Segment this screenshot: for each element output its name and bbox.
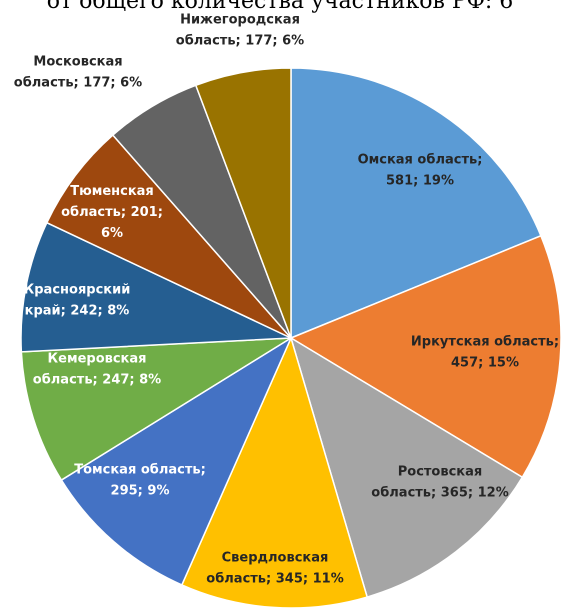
data-label-line: область; 247; 8%	[33, 373, 161, 388]
data-label-line: Московская	[33, 55, 122, 70]
data-label-line: 295; 9%	[111, 484, 170, 499]
pie-slice	[290, 67, 542, 340]
data-label-line: область; 345; 11%	[206, 572, 343, 587]
pie-slice	[20, 337, 292, 482]
data-label-line: Тюменская	[70, 184, 154, 199]
data-label-line: Красноярский	[24, 283, 131, 298]
data-label-line: область; 365; 12%	[371, 486, 508, 501]
pie-slice	[194, 67, 292, 339]
data-label-line: Кемеровская	[48, 352, 147, 367]
pie-slice	[20, 221, 292, 353]
data-label: Тюменская область; 201; 6%	[61, 184, 163, 241]
pie-slice	[45, 134, 292, 339]
data-label-line: Нижегородская	[180, 13, 300, 28]
data-label-line: 457; 15%	[451, 356, 519, 371]
data-label: Нижегородская область; 177; 6%	[176, 13, 304, 49]
data-label: Кемеровская область; 247; 8%	[33, 352, 161, 388]
data-label: Ростовская область; 365; 12%	[371, 465, 508, 501]
chart-title: от общего количества участников РФ: 6	[47, 0, 514, 14]
pie-slice	[180, 335, 369, 609]
data-label: Свердловская область; 345; 11%	[206, 551, 343, 587]
data-label-line: 581; 19%	[386, 174, 454, 189]
pie-slice	[289, 234, 561, 479]
data-label-line: Иркутская область;	[411, 335, 559, 350]
pie-slice	[60, 336, 293, 586]
data-label: Томская область; 295; 9%	[74, 463, 206, 499]
data-label: Красноярский край; 242; 8%	[24, 283, 131, 319]
data-label: Иркутская область; 457; 15%	[411, 335, 559, 371]
data-label: Омская область; 581; 19%	[358, 153, 483, 189]
data-label-line: Свердловская	[222, 551, 329, 566]
data-label-line: Ростовская	[398, 465, 483, 480]
data-label-line: область; 177; 6%	[176, 34, 304, 49]
data-label: Московская область; 177; 6%	[14, 55, 142, 91]
data-label-line: область; 201;	[61, 205, 163, 220]
data-label-line: Томская область;	[74, 463, 206, 478]
data-label-line: край; 242; 8%	[25, 304, 130, 319]
data-label-line: 6%	[101, 226, 123, 241]
data-label-line: Омская область;	[358, 153, 483, 168]
data-label-line: область; 177; 6%	[14, 76, 142, 91]
